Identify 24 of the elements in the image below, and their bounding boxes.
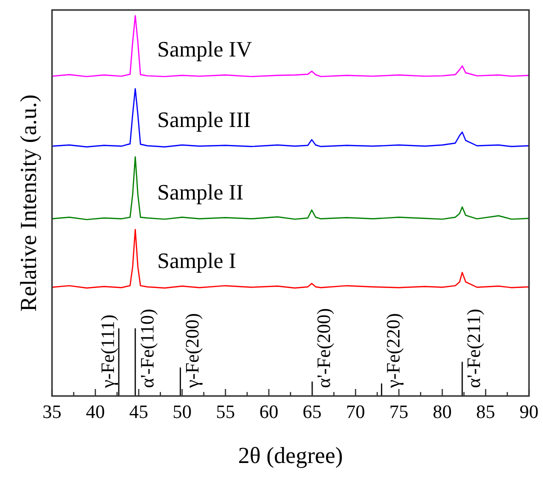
x-axis-title: 2θ (degree) bbox=[238, 443, 343, 468]
x-tick-label: 60 bbox=[259, 402, 278, 423]
annotation: γ-Fe(220) bbox=[384, 313, 405, 389]
annotation: γ-Fe(200) bbox=[182, 313, 204, 389]
x-tick-label: 85 bbox=[476, 402, 496, 423]
x-tick-label: 70 bbox=[346, 402, 366, 423]
annotation: α'-Fe(110) bbox=[137, 308, 158, 388]
series-label: Sample III bbox=[157, 106, 251, 132]
x-tick-label: 55 bbox=[216, 402, 235, 423]
x-tick-label: 75 bbox=[389, 402, 408, 423]
series-label: Sample I bbox=[157, 248, 236, 273]
y-axis-title: Relative Intensity (a.u.) bbox=[16, 94, 41, 312]
series-label: Sample II bbox=[157, 180, 244, 205]
x-tick-label: 50 bbox=[172, 402, 192, 423]
x-tick-label: 35 bbox=[42, 402, 62, 423]
x-tick-label: 80 bbox=[432, 402, 452, 423]
x-tick-label: 90 bbox=[520, 402, 538, 423]
series-label: Sample IV bbox=[157, 36, 252, 62]
annotation: γ-Fe(111) bbox=[98, 314, 119, 389]
annotation: α'-Fe(200) bbox=[314, 308, 336, 388]
x-tick-label: 45 bbox=[129, 402, 148, 423]
annotation: α'-Fe(211) bbox=[464, 308, 486, 388]
x-tick-label: 40 bbox=[86, 402, 105, 423]
x-tick-label: 65 bbox=[302, 402, 322, 423]
